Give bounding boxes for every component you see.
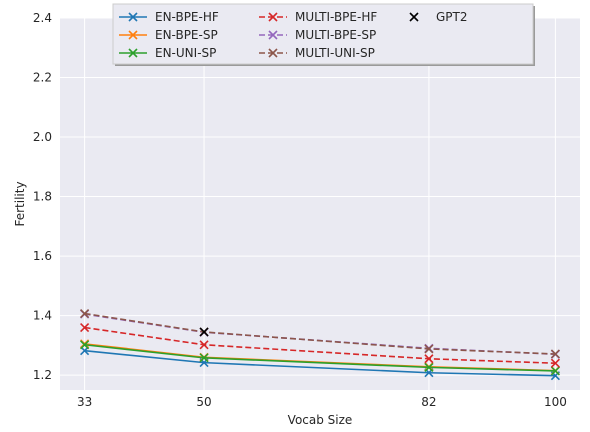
data-point-marker xyxy=(199,353,209,363)
legend-label: EN-BPE-SP xyxy=(155,28,218,42)
data-point-marker xyxy=(80,322,90,333)
y-tick-label: 1.2 xyxy=(33,368,52,382)
series-line xyxy=(84,326,556,365)
legend-item: MULTI-BPE-SP xyxy=(259,28,376,42)
data-point-marker xyxy=(268,48,278,58)
y-axis-label: Fertility xyxy=(13,181,27,226)
data-point-marker xyxy=(550,349,560,359)
data-point-marker xyxy=(550,366,560,376)
y-tick-label: 2.0 xyxy=(33,130,52,144)
legend-label: MULTI-BPE-HF xyxy=(295,10,377,24)
legend-label: GPT2 xyxy=(436,10,468,24)
data-point-marker xyxy=(199,340,209,350)
x-axis-label: Vocab Size xyxy=(288,413,353,427)
series-gpt2 xyxy=(199,327,209,337)
y-tick-label: 2.4 xyxy=(33,11,52,25)
data-point-marker xyxy=(199,327,209,337)
data-point-marker xyxy=(424,354,434,364)
legend-item: MULTI-BPE-HF xyxy=(259,10,377,24)
y-tick-label: 1.4 xyxy=(33,309,52,323)
data-point-marker xyxy=(128,12,138,22)
data-point-marker xyxy=(268,30,278,40)
data-point-marker xyxy=(424,362,434,372)
series-line xyxy=(84,312,556,355)
x-tick-label: 33 xyxy=(77,395,92,409)
data-point-marker xyxy=(128,30,138,40)
y-tick-label: 1.6 xyxy=(33,249,52,263)
data-point-marker xyxy=(550,358,560,368)
x-tick-label: 50 xyxy=(196,395,211,409)
series-multi-bpe-hf xyxy=(80,322,560,368)
series-line xyxy=(84,343,556,372)
legend: EN-BPE-HF EN-BPE-SP EN-UNI-SP MULTI-BPE-HF M… xyxy=(112,3,535,66)
x-tick-label: 82 xyxy=(421,395,436,409)
legend-label: EN-UNI-SP xyxy=(155,46,216,60)
legend-item: EN-UNI-SP xyxy=(119,46,216,60)
data-point-marker xyxy=(80,340,90,350)
data-point-marker xyxy=(128,48,138,58)
legend-item: EN-BPE-HF xyxy=(119,10,219,24)
y-tick-label: 1.8 xyxy=(33,190,52,204)
data-point-marker xyxy=(80,308,90,319)
data-point-marker xyxy=(409,12,419,22)
legend-label: MULTI-BPE-SP xyxy=(295,28,376,42)
data-point-marker xyxy=(268,12,278,22)
y-tick-label: 2.2 xyxy=(33,71,52,85)
y-tick-labels: 1.2 1.4 1.6 1.8 2.0 2.2 2.4 xyxy=(33,11,52,382)
plot-area xyxy=(60,18,580,390)
legend-item: GPT2 xyxy=(409,10,468,24)
x-tick-labels: 33 50 82 100 xyxy=(77,395,567,409)
x-tick-label: 100 xyxy=(544,395,567,409)
legend-label: EN-BPE-HF xyxy=(155,10,219,24)
series-layer xyxy=(80,308,560,381)
series-en-uni-sp xyxy=(80,340,560,376)
legend-item: EN-BPE-SP xyxy=(119,28,218,42)
series-line xyxy=(84,349,556,377)
legend-label: MULTI-UNI-SP xyxy=(295,46,375,60)
legend-box xyxy=(112,3,534,65)
data-point-marker xyxy=(424,344,434,354)
legend-item: MULTI-UNI-SP xyxy=(259,46,375,60)
